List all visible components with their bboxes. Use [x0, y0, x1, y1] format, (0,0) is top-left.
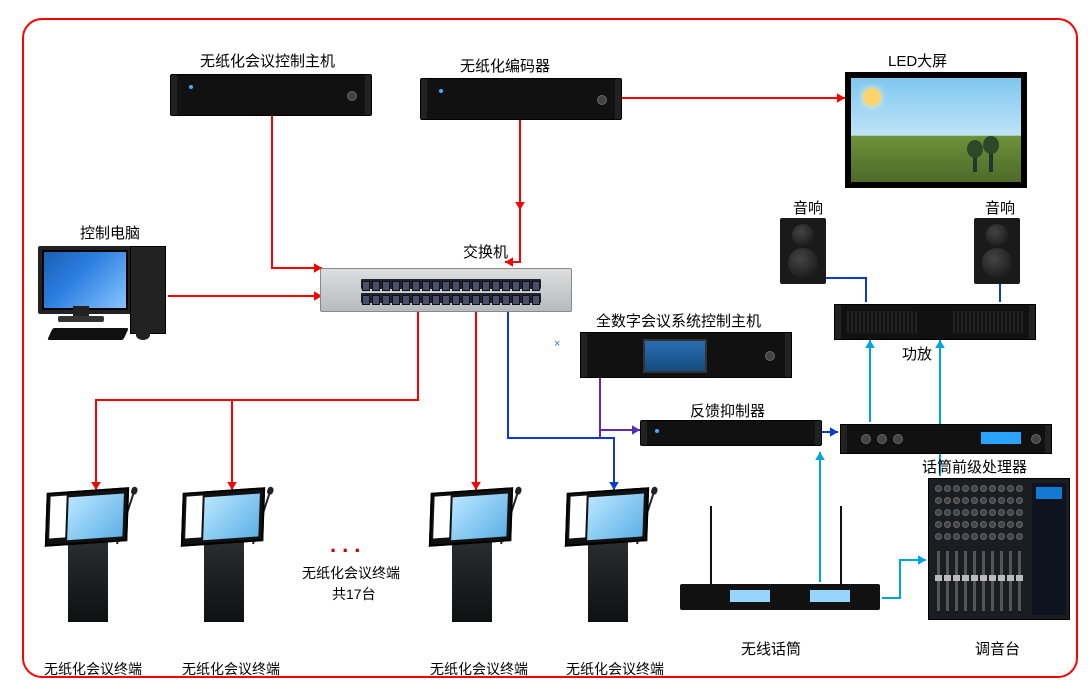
delete-marker-icon: ×: [554, 338, 560, 350]
device-paperless-terminal-2: [182, 490, 272, 622]
device-amplifier: [834, 304, 1036, 340]
label-control-host: 无纸化会议控制主机: [200, 50, 335, 71]
label-speaker-1: 音响: [793, 197, 823, 218]
terminal-ellipsis: ...: [330, 532, 366, 558]
label-terminal-1: 无纸化会议终端: [44, 659, 142, 679]
device-network-switch: [320, 268, 572, 312]
device-paperless-terminal-3: [430, 490, 520, 622]
label-terminal-count-2: 共17台: [332, 584, 376, 604]
label-speaker-2: 音响: [985, 197, 1015, 218]
label-led-screen: LED大屏: [888, 50, 947, 71]
label-conf-ctrl: 全数字会议系统控制主机: [596, 310, 761, 331]
label-feedback: 反馈抑制器: [690, 400, 765, 421]
label-terminal-3: 无纸化会议终端: [430, 659, 528, 679]
label-preproc: 话筒前级处理器: [922, 456, 1027, 477]
device-paperless-terminal-1: [46, 490, 136, 622]
label-wireless-mic: 无线话筒: [741, 638, 801, 659]
label-terminal-2: 无纸化会议终端: [182, 659, 280, 679]
device-audio-mixer: [928, 478, 1070, 620]
device-speaker-left: [780, 218, 826, 284]
label-terminal-count-1: 无纸化会议终端: [302, 563, 400, 583]
label-mixer: 调音台: [975, 638, 1020, 659]
label-switch: 交换机: [463, 241, 508, 262]
label-amp: 功放: [902, 343, 932, 364]
label-control-pc: 控制电脑: [80, 222, 140, 243]
device-feedback-suppressor: [640, 420, 822, 446]
device-mic-preprocessor: [840, 424, 1052, 454]
label-encoder: 无纸化编码器: [460, 55, 550, 76]
device-paperless-terminal-4: [566, 490, 656, 622]
device-paperless-control-host: [170, 74, 372, 116]
device-wireless-mic-receiver: [680, 584, 880, 610]
device-led-screen: [845, 72, 1027, 188]
device-digital-conference-controller: [580, 332, 792, 378]
device-paperless-encoder: [420, 78, 622, 120]
label-terminal-4: 无纸化会议终端: [566, 659, 664, 679]
device-speaker-right: [974, 218, 1020, 284]
